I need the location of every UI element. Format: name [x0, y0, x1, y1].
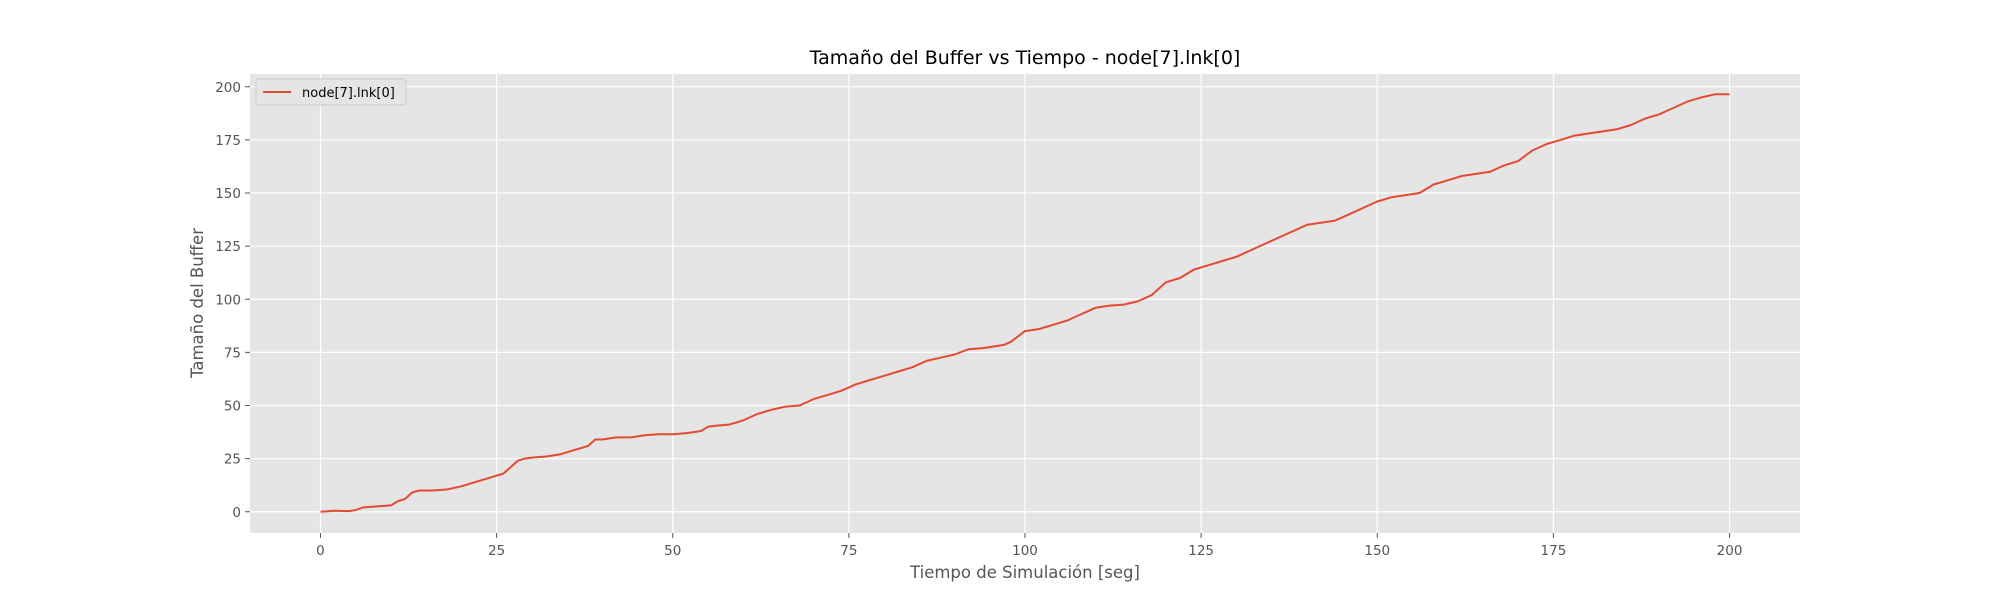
y-tick-label: 175 [215, 133, 241, 149]
y-tick-label: 150 [215, 186, 241, 202]
x-tick-label: 75 [840, 543, 857, 559]
y-axis-ticks: 0 25 50 75 100 125 150 175 200 [215, 80, 250, 521]
x-axis-ticks: 0 25 50 75 100 125 150 175 200 [316, 533, 1742, 559]
y-tick-label: 50 [224, 399, 241, 415]
x-axis-label: Tiempo de Simulación [seg] [909, 563, 1140, 582]
x-tick-label: 150 [1364, 543, 1390, 559]
y-tick-label: 25 [224, 452, 241, 468]
y-tick-label: 0 [232, 505, 241, 521]
x-tick-label: 125 [1188, 543, 1214, 559]
y-tick-label: 100 [215, 292, 241, 308]
legend: node[7].lnk[0] [255, 78, 407, 106]
x-tick-label: 0 [316, 543, 325, 559]
chart-title: Tamaño del Buffer vs Tiempo - node[7].ln… [809, 47, 1241, 69]
y-tick-label: 200 [215, 80, 241, 96]
y-tick-label: 125 [215, 239, 241, 255]
x-tick-label: 175 [1541, 543, 1567, 559]
series-line [320, 93, 1730, 513]
x-tick-label: 100 [1012, 543, 1038, 559]
x-tick-label: 25 [488, 543, 505, 559]
y-tick-label: 75 [224, 345, 241, 361]
grid [250, 74, 1800, 533]
legend-label: node[7].lnk[0] [302, 86, 395, 101]
series-layer [320, 93, 1730, 513]
x-tick-label: 50 [664, 543, 681, 559]
y-axis-label: Tamaño del Buffer [188, 228, 207, 379]
legend-box [255, 78, 407, 106]
x-tick-label: 200 [1717, 543, 1743, 559]
